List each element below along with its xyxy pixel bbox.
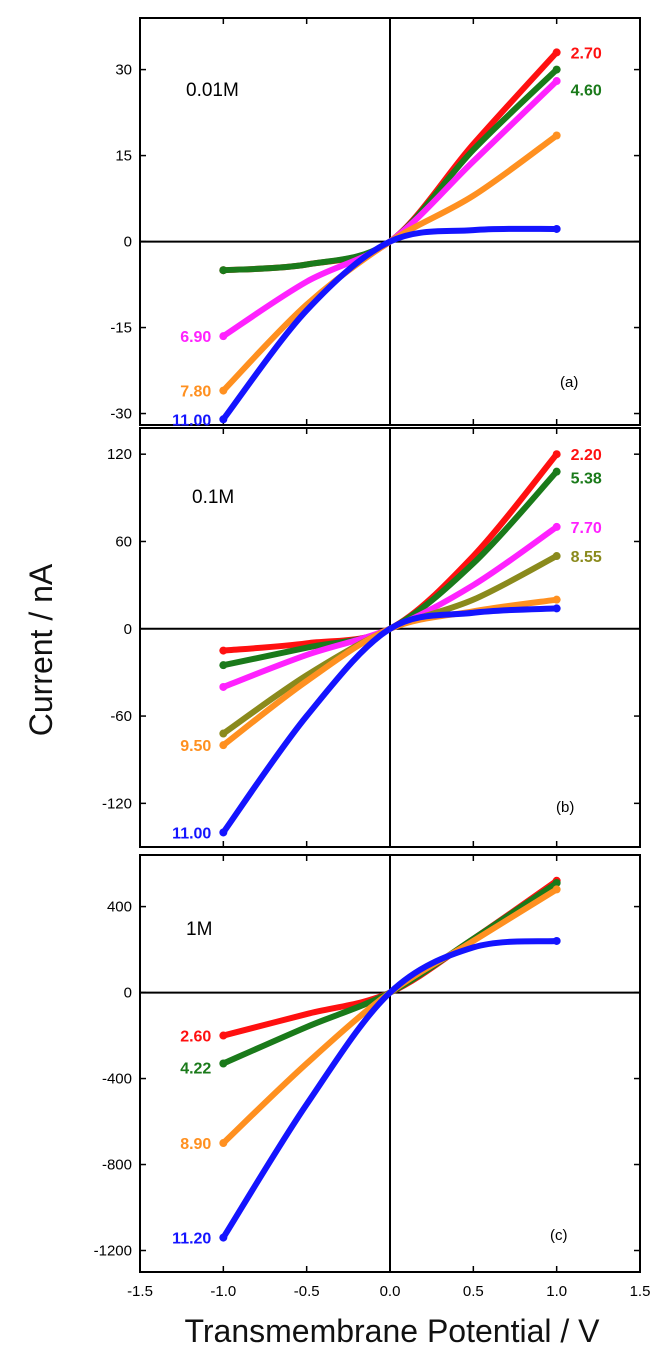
y-tick-label: 0 — [124, 234, 132, 251]
x-tick-label: 1.0 — [546, 1283, 567, 1300]
concentration-label: 0.1M — [192, 487, 234, 508]
panel-b: 120 60 0 -60 -120 0.1M (b) 2.20 5.38 7.70 8.55 9.50… — [102, 427, 641, 848]
series-label-4.60: 4.60 — [571, 83, 602, 100]
series-endpoint — [219, 266, 228, 275]
series-label-7.70: 7.70 — [571, 520, 602, 537]
series-label-9.50: 9.50 — [180, 738, 211, 755]
series-endpoint — [552, 65, 561, 74]
y-tick-label: -1200 — [94, 1243, 132, 1260]
y-tick-label: -15 — [110, 320, 132, 337]
series-endpoint — [219, 1031, 228, 1040]
y-tick-label: 120 — [107, 446, 132, 463]
concentration-label: 1M — [186, 919, 212, 940]
y-tick-label: -30 — [110, 406, 132, 423]
series-endpoint — [552, 450, 561, 459]
series-endpoint — [219, 682, 228, 691]
series-label-11.20: 11.20 — [172, 1231, 211, 1248]
y-tick-label: 0 — [124, 985, 132, 1002]
y-tick-label: 30 — [115, 62, 132, 79]
y-tick-label: -400 — [102, 1071, 132, 1088]
y-tick-label: 400 — [107, 899, 132, 916]
panel-c: 400 0 -400 -800 -1200 1M (c) 2.60 4.22 8.90 11.20 — [94, 854, 641, 1273]
series-label-2.70: 2.70 — [571, 45, 602, 62]
series-label-11.00: 11.00 — [172, 825, 211, 842]
series-endpoint — [219, 1233, 228, 1242]
x-axis-title: Transmembrane Potential / V — [185, 1313, 601, 1349]
series-endpoint — [219, 332, 228, 341]
y-tick-label: 60 — [115, 533, 132, 550]
concentration-label: 0.01M — [186, 80, 239, 101]
series-endpoint — [552, 878, 561, 887]
series-label-2.60: 2.60 — [180, 1029, 211, 1046]
x-tick-label: 1.5 — [630, 1283, 651, 1300]
x-tick-label: -0.5 — [294, 1283, 320, 1300]
series-endpoint — [219, 741, 228, 750]
series-endpoint — [219, 729, 228, 738]
series-line-11.00 — [220, 225, 560, 423]
x-tick-label: 0.0 — [380, 1283, 401, 1300]
series-endpoint — [219, 646, 228, 655]
series-endpoint — [552, 48, 561, 57]
x-tick-label: 0.5 — [463, 1283, 484, 1300]
series-endpoint — [552, 224, 561, 233]
series-label-11.00: 11.00 — [172, 412, 211, 429]
series-label-2.20: 2.20 — [571, 447, 602, 464]
series-endpoint — [219, 828, 228, 837]
series-endpoint — [552, 77, 561, 86]
y-tick-label: -800 — [102, 1157, 132, 1174]
series-endpoint — [552, 936, 561, 945]
series-line-11.00 — [220, 605, 560, 836]
panel-letter: (c) — [550, 1227, 568, 1244]
series-endpoint — [552, 131, 561, 140]
y-tick-label: -60 — [110, 708, 132, 725]
series-endpoint — [552, 552, 561, 561]
series-endpoint — [552, 467, 561, 476]
panel-letter: (b) — [556, 799, 574, 816]
series-endpoint — [552, 885, 561, 894]
y-tick-label: -120 — [102, 795, 132, 812]
series-label-6.90: 6.90 — [180, 329, 211, 346]
x-tick-label: -1.5 — [127, 1283, 153, 1300]
series-endpoint — [552, 522, 561, 531]
series-endpoint — [552, 604, 561, 613]
series-label-4.22: 4.22 — [180, 1061, 211, 1078]
y-axis-title: Current / nA — [23, 563, 59, 736]
panel-letter: (a) — [560, 374, 578, 391]
panels-group: 30150-15-300.01M(a)2.704.606.907.8011.00… — [94, 17, 651, 1300]
y-tick-label: 15 — [115, 148, 132, 165]
series-endpoint — [219, 661, 228, 670]
panel-a: 30 15 0 -15 -30 0.01M (a) 2.70 4.60 6.90 7.80 11.00 — [110, 17, 641, 429]
series-endpoint — [219, 415, 228, 424]
series-label-7.80: 7.80 — [180, 384, 211, 401]
series-label-8.55: 8.55 — [571, 549, 602, 566]
series-endpoint — [219, 1059, 228, 1068]
series-line-11.20 — [220, 937, 560, 1241]
series-endpoint — [552, 595, 561, 604]
series-endpoint — [219, 1139, 228, 1148]
series-label-8.90: 8.90 — [180, 1136, 211, 1153]
series-endpoint — [219, 386, 228, 395]
series-label-5.38: 5.38 — [571, 471, 602, 488]
x-tick-label: -1.0 — [210, 1283, 236, 1300]
y-tick-label: 0 — [124, 621, 132, 638]
